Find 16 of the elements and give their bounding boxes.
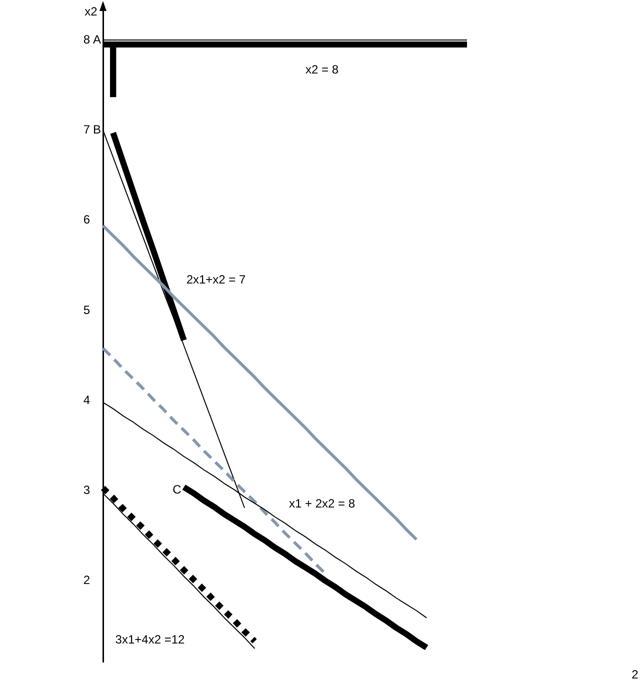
y-tick-label: 3 <box>83 483 90 498</box>
annotation: C <box>172 482 182 496</box>
annotation: 2x1+x2 = 7 <box>186 272 246 286</box>
y-axis-title: x2 <box>84 4 98 18</box>
annotation: 3x1+4x2 =12 <box>115 632 186 646</box>
y-tick-label: 8 <box>83 32 90 46</box>
annotation: A <box>92 32 102 46</box>
annotation: B <box>92 122 102 136</box>
y-tick-label: 7 <box>83 122 90 137</box>
y-tick-label: 2 <box>83 573 90 588</box>
text: 2 <box>632 667 639 682</box>
annotation: x1 + 2x2 = 8 <box>288 496 356 510</box>
annotation: x2 = 8 <box>305 62 339 76</box>
y-tick-label: 4 <box>83 392 90 407</box>
y-tick-label: 6 <box>83 212 90 227</box>
y-tick-label: 5 <box>83 302 90 317</box>
